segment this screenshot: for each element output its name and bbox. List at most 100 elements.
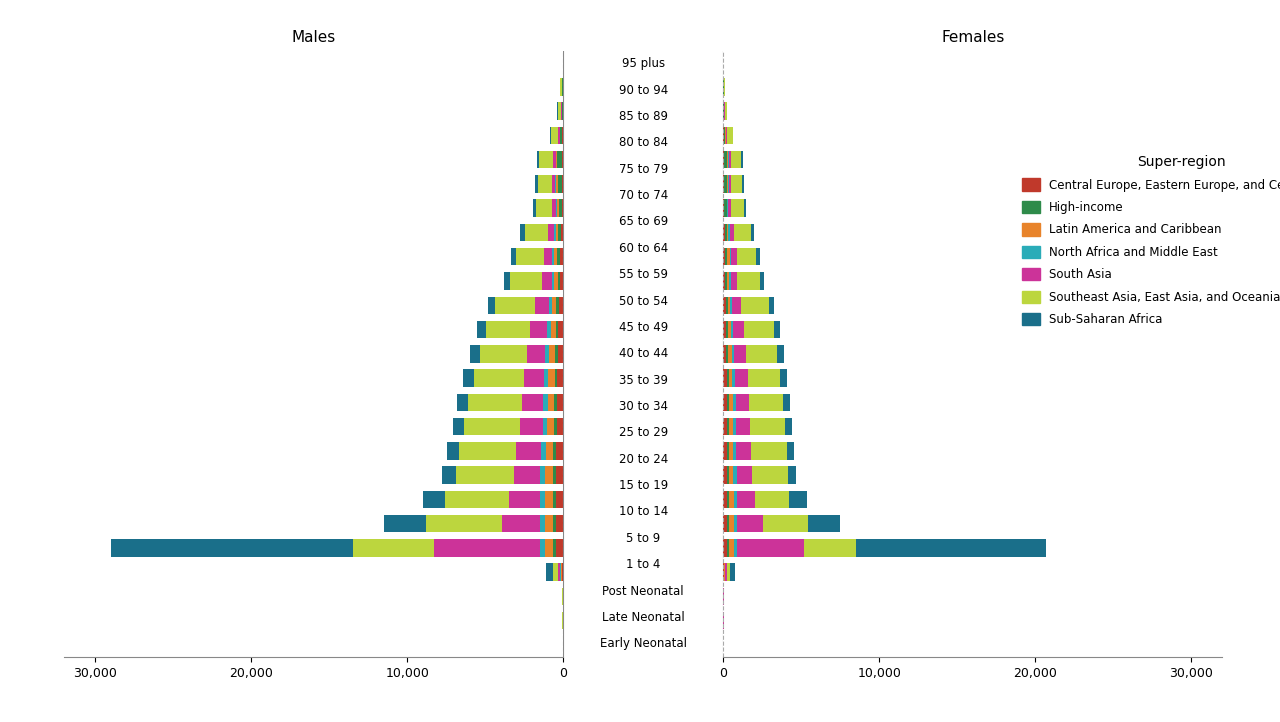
Bar [549, 345, 556, 362]
Bar [788, 491, 806, 508]
Bar [751, 442, 787, 460]
Bar [856, 539, 1046, 557]
Bar [783, 393, 790, 411]
Bar [532, 199, 536, 217]
Bar [737, 272, 760, 290]
Bar [730, 248, 731, 266]
Text: 55 to 59: 55 to 59 [618, 268, 668, 281]
Bar [728, 321, 731, 338]
Bar [736, 442, 751, 460]
Text: 10 to 14: 10 to 14 [618, 505, 668, 518]
Bar [535, 297, 549, 314]
Bar [557, 370, 563, 387]
Bar [553, 515, 556, 532]
Text: 15 to 19: 15 to 19 [618, 479, 668, 492]
Bar [726, 345, 728, 362]
Bar [744, 199, 746, 217]
Bar [486, 321, 530, 338]
Bar [732, 370, 735, 387]
Bar [509, 491, 540, 508]
Bar [353, 539, 434, 557]
Bar [558, 345, 563, 362]
Bar [730, 491, 733, 508]
Bar [769, 297, 774, 314]
Bar [731, 321, 733, 338]
Bar [736, 393, 749, 411]
Bar [562, 199, 563, 217]
Bar [735, 370, 748, 387]
Bar [742, 175, 744, 193]
Bar [733, 418, 736, 435]
Bar [557, 199, 558, 217]
Bar [723, 418, 727, 435]
Bar [535, 175, 538, 193]
Bar [724, 224, 727, 241]
Bar [777, 345, 783, 362]
Bar [562, 175, 563, 193]
Bar [554, 418, 557, 435]
Bar [556, 345, 558, 362]
Bar [530, 321, 547, 338]
Bar [511, 248, 516, 266]
Bar [465, 418, 520, 435]
Bar [726, 297, 728, 314]
Bar [553, 175, 556, 193]
Bar [553, 563, 558, 581]
Bar [730, 442, 733, 460]
Bar [787, 442, 795, 460]
Text: 30 to 34: 30 to 34 [618, 400, 668, 413]
Bar [733, 466, 736, 484]
Bar [525, 224, 548, 241]
Bar [726, 248, 727, 266]
Bar [556, 515, 563, 532]
Bar [787, 466, 796, 484]
Bar [760, 272, 764, 290]
Bar [470, 345, 480, 362]
Bar [736, 491, 754, 508]
Bar [553, 466, 556, 484]
Text: 80 to 84: 80 to 84 [618, 136, 668, 149]
Bar [553, 151, 556, 168]
Bar [457, 393, 468, 411]
Bar [553, 199, 557, 217]
Bar [460, 442, 516, 460]
Bar [733, 224, 750, 241]
Bar [724, 103, 727, 120]
Bar [561, 248, 563, 266]
Bar [727, 393, 728, 411]
Bar [550, 126, 558, 144]
Text: 40 to 44: 40 to 44 [618, 347, 668, 360]
Bar [727, 126, 732, 144]
Bar [541, 442, 547, 460]
Bar [723, 442, 727, 460]
Bar [543, 418, 548, 435]
Text: 75 to 79: 75 to 79 [618, 162, 668, 175]
Bar [732, 297, 741, 314]
Bar [540, 515, 545, 532]
Bar [736, 418, 750, 435]
Bar [730, 272, 731, 290]
Bar [540, 539, 545, 557]
Bar [728, 297, 731, 314]
Bar [557, 248, 561, 266]
Bar [540, 466, 545, 484]
Bar [724, 151, 727, 168]
Bar [723, 224, 724, 241]
Bar [548, 224, 554, 241]
Text: 20 to 24: 20 to 24 [618, 453, 668, 466]
Bar [723, 321, 726, 338]
Bar [731, 151, 741, 168]
Bar [728, 393, 732, 411]
Bar [730, 515, 733, 532]
Bar [723, 248, 726, 266]
Text: 85 to 89: 85 to 89 [618, 110, 668, 123]
Bar [557, 418, 563, 435]
Bar [495, 297, 535, 314]
Text: 90 to 94: 90 to 94 [618, 84, 668, 97]
Bar [558, 321, 563, 338]
Bar [732, 345, 735, 362]
Bar [422, 491, 445, 508]
Bar [727, 466, 730, 484]
Bar [741, 151, 742, 168]
Bar [723, 272, 726, 290]
